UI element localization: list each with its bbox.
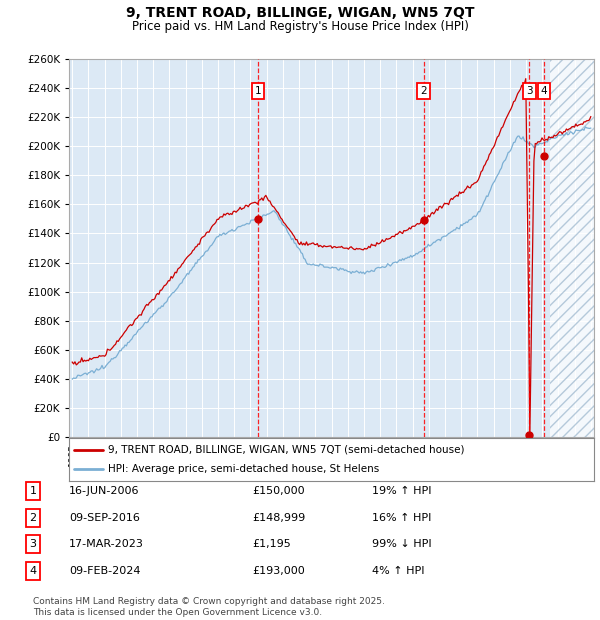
Text: 1: 1: [254, 86, 261, 96]
Text: HPI: Average price, semi-detached house, St Helens: HPI: Average price, semi-detached house,…: [109, 464, 380, 474]
Text: 9, TRENT ROAD, BILLINGE, WIGAN, WN5 7QT (semi-detached house): 9, TRENT ROAD, BILLINGE, WIGAN, WN5 7QT …: [109, 445, 465, 454]
Text: 19% ↑ HPI: 19% ↑ HPI: [372, 486, 431, 496]
Text: Price paid vs. HM Land Registry's House Price Index (HPI): Price paid vs. HM Land Registry's House …: [131, 20, 469, 33]
Text: 1: 1: [29, 486, 37, 496]
Text: 16-JUN-2006: 16-JUN-2006: [69, 486, 139, 496]
Text: Contains HM Land Registry data © Crown copyright and database right 2025.
This d: Contains HM Land Registry data © Crown c…: [33, 598, 385, 617]
Text: 2: 2: [421, 86, 427, 96]
Text: 9, TRENT ROAD, BILLINGE, WIGAN, WN5 7QT: 9, TRENT ROAD, BILLINGE, WIGAN, WN5 7QT: [126, 6, 474, 20]
Text: 17-MAR-2023: 17-MAR-2023: [69, 539, 144, 549]
Text: 3: 3: [29, 539, 37, 549]
Text: £1,195: £1,195: [252, 539, 291, 549]
Text: 09-FEB-2024: 09-FEB-2024: [69, 566, 140, 576]
Text: £193,000: £193,000: [252, 566, 305, 576]
Text: 3: 3: [526, 86, 533, 96]
Text: £148,999: £148,999: [252, 513, 305, 523]
Bar: [550, 59, 600, 437]
Text: 16% ↑ HPI: 16% ↑ HPI: [372, 513, 431, 523]
Text: 09-SEP-2016: 09-SEP-2016: [69, 513, 140, 523]
Text: 4: 4: [29, 566, 37, 576]
Text: £150,000: £150,000: [252, 486, 305, 496]
Text: 4: 4: [541, 86, 547, 96]
Text: 4% ↑ HPI: 4% ↑ HPI: [372, 566, 425, 576]
Text: 99% ↓ HPI: 99% ↓ HPI: [372, 539, 431, 549]
Text: 2: 2: [29, 513, 37, 523]
